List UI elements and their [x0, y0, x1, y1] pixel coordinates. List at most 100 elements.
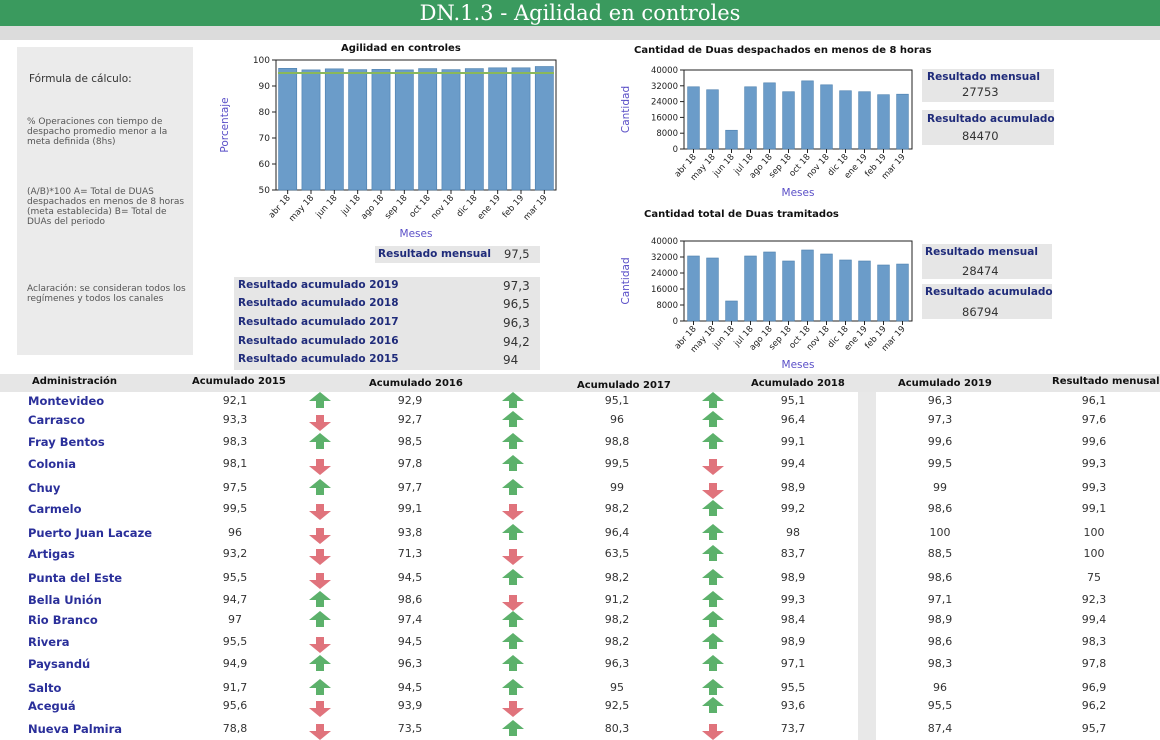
- chart1-result-value: 97,5: [504, 247, 530, 261]
- cell-a2017: 99: [610, 481, 624, 494]
- y-tick-label: 16000: [651, 113, 678, 123]
- arrow-up-icon: [702, 611, 724, 627]
- accumulated-value: 94,2: [503, 335, 530, 349]
- cell-a2015: 95,5: [222, 635, 248, 648]
- cell-a2016: 92,9: [397, 394, 423, 407]
- cell-a2015: 94,7: [222, 593, 248, 606]
- y-tick-label: 60: [259, 160, 271, 170]
- administracion-link[interactable]: Bella Unión: [28, 593, 102, 607]
- cell-a2019: 97,1: [927, 593, 953, 606]
- chart2-mensual-box: [922, 69, 1054, 102]
- cell-a2018: 98,9: [780, 481, 806, 494]
- cell-a2015: 98,1: [222, 457, 248, 470]
- administracion-link[interactable]: Carrasco: [28, 413, 85, 427]
- cell-a2017: 98,2: [604, 502, 630, 515]
- bar: [763, 251, 776, 322]
- accumulated-value: 96,5: [503, 297, 530, 311]
- cell-a2019: 96: [933, 681, 947, 694]
- chart3-mensual-value: 28474: [962, 264, 999, 278]
- administracion-link[interactable]: Aceguá: [28, 699, 76, 713]
- arrow-down-icon: [702, 483, 724, 499]
- arrow-up-icon: [502, 455, 524, 471]
- chart2-acumulado-value: 84470: [962, 129, 999, 143]
- accumulated-label: Resultado acumulado 2018: [238, 297, 399, 309]
- table-row: Nueva Palmira 78,8 73,5 80,3 73,7 87,4 95,7: [0, 720, 1160, 740]
- x-tick-label: mar 19: [522, 193, 550, 222]
- y-tick-label: 32000: [651, 82, 678, 92]
- cell-a2015: 93,3: [222, 413, 248, 426]
- chart3-acumulado-value: 86794: [962, 305, 999, 319]
- administracion-link[interactable]: Punta del Este: [28, 571, 123, 585]
- administracion-link[interactable]: Carmelo: [28, 502, 82, 516]
- accumulated-value: 96,3: [503, 316, 530, 330]
- bar: [801, 80, 814, 150]
- cell-a2019: 99: [933, 481, 947, 494]
- table-row: Carrasco 93,3 92,7 96 96,4 97,3 97,6: [0, 411, 1160, 434]
- bar: [820, 253, 833, 322]
- cell-a2016: 71,3: [397, 547, 423, 560]
- cell-a2018: 95,1: [780, 394, 806, 407]
- bar: [534, 66, 554, 191]
- administracion-link[interactable]: Puerto Juan Lacaze: [28, 526, 153, 540]
- cell-a2017: 92,5: [604, 699, 630, 712]
- x-axis-label: Meses: [400, 228, 433, 240]
- cell-a2019: 97,3: [927, 413, 953, 426]
- bar: [706, 89, 719, 150]
- accumulated-label: Resultado acumulado 2015: [238, 353, 399, 365]
- cell-a2019: 98,3: [927, 657, 953, 670]
- administracion-link[interactable]: Chuy: [28, 481, 61, 495]
- administracion-link[interactable]: Montevideo: [28, 394, 105, 408]
- cell-a2019: 100: [929, 526, 951, 539]
- arrow-up-icon: [309, 679, 331, 695]
- bar: [725, 300, 738, 322]
- cell-mensual: 95,7: [1081, 722, 1107, 735]
- cell-a2017: 95: [610, 681, 624, 694]
- table-row: Rivera 95,5 94,5 98,2 98,9 98,6 98,3: [0, 633, 1160, 656]
- administracion-link[interactable]: Artigas: [28, 547, 75, 561]
- bar: [371, 69, 391, 191]
- y-tick-label: 80: [259, 108, 271, 118]
- arrow-down-icon: [702, 724, 724, 740]
- arrow-up-icon: [309, 479, 331, 495]
- cell-mensual: 99,3: [1081, 481, 1107, 494]
- bar: [348, 69, 368, 191]
- y-tick-label: 24000: [651, 98, 678, 108]
- cell-a2019: 98,6: [927, 635, 953, 648]
- x-tick-label: may 18: [287, 193, 316, 224]
- header-divider: [0, 26, 1160, 40]
- formula-panel: Fórmula de cálculo: % Operaciones con ti…: [17, 47, 193, 355]
- administracion-link[interactable]: Nueva Palmira: [28, 722, 123, 736]
- y-tick-label: 50: [259, 186, 271, 196]
- cell-a2016: 94,5: [397, 635, 423, 648]
- arrow-down-icon: [309, 528, 331, 544]
- chart2-acumulado-box: [922, 110, 1054, 145]
- cell-a2016: 97,8: [397, 457, 423, 470]
- administraciones-table: Administración Acumulado 2015 Acumulado …: [0, 374, 1160, 740]
- cell-a2016: 96,3: [397, 657, 423, 670]
- formula-clarification: Aclaración: se consideran todos los regí…: [27, 284, 186, 304]
- arrow-up-icon: [502, 433, 524, 449]
- x-axis-label: Meses: [782, 359, 815, 371]
- formula-title: Fórmula de cálculo:: [29, 73, 132, 85]
- administracion-link[interactable]: Rio Branco: [28, 613, 98, 627]
- administracion-link[interactable]: Fray Bentos: [28, 435, 105, 449]
- cell-mensual: 99,6: [1081, 435, 1107, 448]
- accumulated-row: Resultado acumulado 2015 94: [234, 351, 540, 370]
- administracion-link[interactable]: Colonia: [28, 457, 77, 471]
- table-row: Colonia 98,1 97,8 99,5 99,4 99,5 99,3: [0, 455, 1160, 478]
- arrow-up-icon: [502, 479, 524, 495]
- arrow-down-icon: [309, 637, 331, 653]
- x-tick-label: sep 18: [383, 193, 410, 221]
- administracion-link[interactable]: Salto: [28, 681, 62, 695]
- cell-a2018: 83,7: [780, 547, 806, 560]
- administracion-link[interactable]: Rivera: [28, 635, 70, 649]
- arrow-up-icon: [702, 433, 724, 449]
- cell-a2018: 96,4: [780, 413, 806, 426]
- administracion-link[interactable]: Paysandú: [28, 657, 91, 671]
- header-resultado-mensual: Resultado menusal: [1052, 376, 1160, 387]
- y-tick-label: 70: [259, 134, 271, 144]
- cell-a2019: 98,9: [927, 613, 953, 626]
- x-axis-label: Meses: [782, 187, 815, 199]
- chart3-title: Cantidad total de Duas tramitados: [644, 209, 839, 220]
